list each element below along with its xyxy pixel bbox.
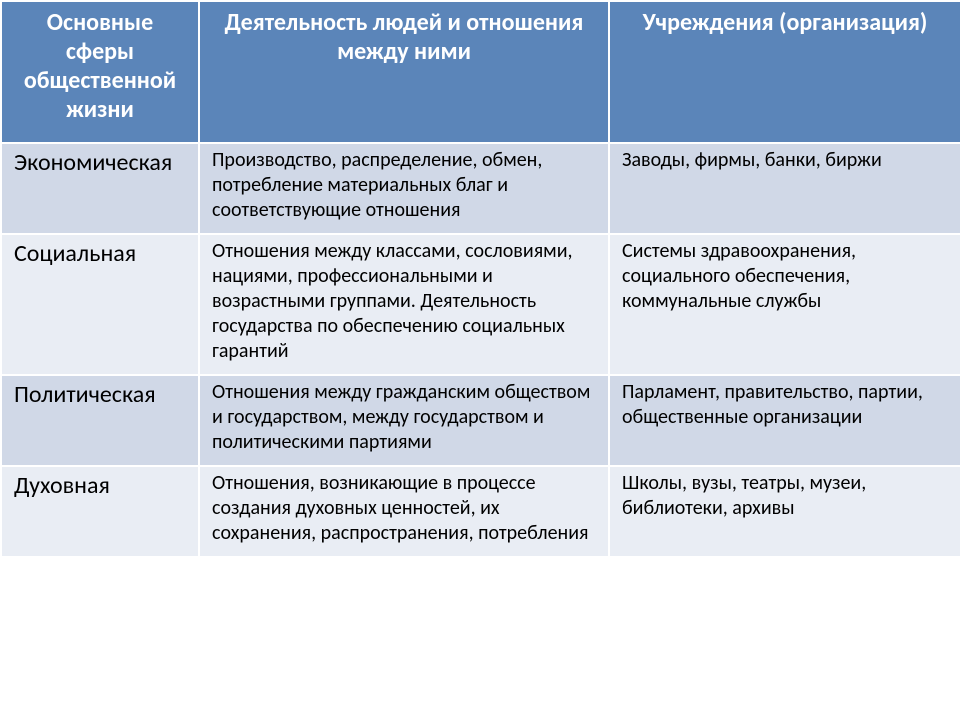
col-header-activity: Деятельность людей и отношения между ним… [199, 1, 609, 143]
table-row: Социальная Отношения между классами, сос… [1, 234, 960, 375]
cell-sphere: Политическая [1, 375, 199, 466]
page: Основные сферы общественной жизни Деятел… [0, 0, 960, 558]
cell-institutions: Системы здравоохранения, социального обе… [609, 234, 960, 375]
cell-activity: Отношения, возникающие в процессе создан… [199, 466, 609, 557]
cell-activity: Производство, распределение, обмен, потр… [199, 143, 609, 234]
col-header-institutions: Учреждения (организация) [609, 1, 960, 143]
col-header-sphere: Основные сферы общественной жизни [1, 1, 199, 143]
cell-activity: Отношения между гражданским обществом и … [199, 375, 609, 466]
table-row: Экономическая Производство, распределени… [1, 143, 960, 234]
cell-sphere: Экономическая [1, 143, 199, 234]
cell-institutions: Школы, вузы, театры, музеи, библиотеки, … [609, 466, 960, 557]
spheres-table: Основные сферы общественной жизни Деятел… [0, 0, 960, 558]
table-row: Политическая Отношения между гражданским… [1, 375, 960, 466]
cell-institutions: Парламент, правительство, партии, общест… [609, 375, 960, 466]
cell-activity: Отношения между классами, сословиями, на… [199, 234, 609, 375]
cell-sphere: Духовная [1, 466, 199, 557]
cell-sphere: Социальная [1, 234, 199, 375]
table-row: Духовная Отношения, возникающие в процес… [1, 466, 960, 557]
cell-institutions: Заводы, фирмы, банки, биржи [609, 143, 960, 234]
table-header-row: Основные сферы общественной жизни Деятел… [1, 1, 960, 143]
